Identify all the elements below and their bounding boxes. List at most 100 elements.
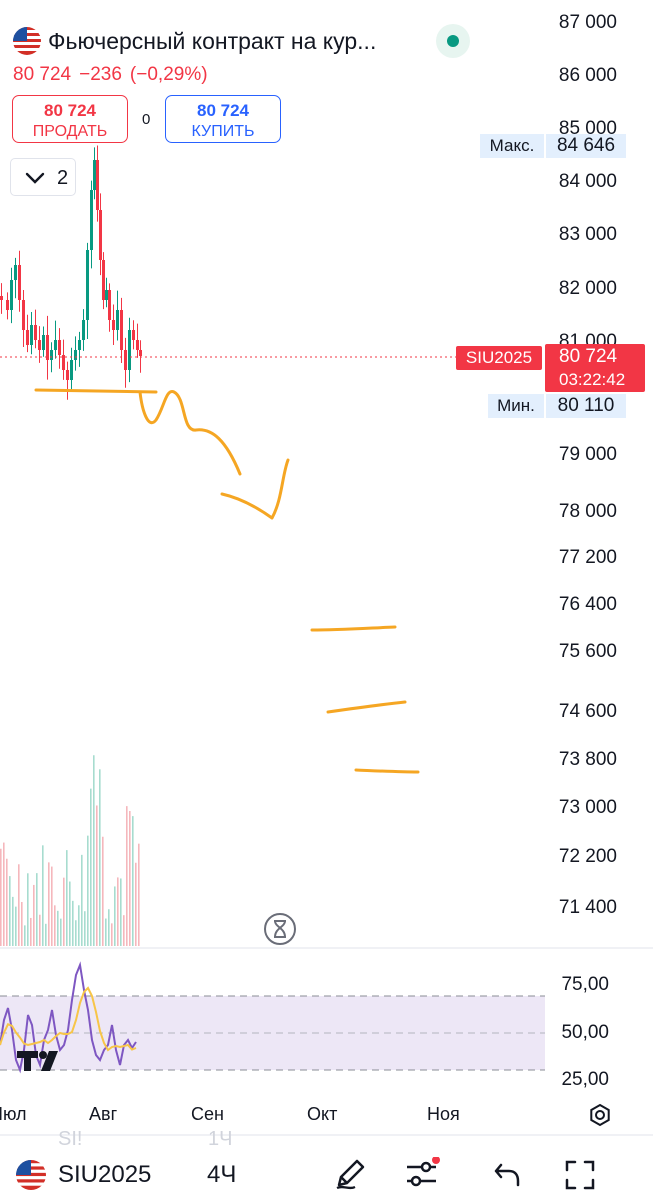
volume-bar — [39, 914, 41, 946]
us-flag-icon — [13, 27, 41, 55]
price-axis-label: 84 000 — [558, 171, 617, 192]
target-line-2 — [326, 700, 407, 714]
candle-body — [132, 330, 135, 340]
volume-bar — [87, 835, 89, 946]
undo-icon[interactable] — [493, 1161, 523, 1194]
rsi-axis-label: 50,00 — [561, 1022, 609, 1043]
time-axis-label: Сен — [191, 1104, 224, 1124]
volume-bar — [90, 788, 92, 946]
candle-body — [112, 320, 115, 330]
volume-bar — [132, 816, 134, 946]
volume-bar — [6, 858, 8, 946]
toolbar-symbol[interactable]: SIU2025 — [58, 1161, 152, 1188]
support-line-drawing — [34, 388, 158, 394]
volume-bar — [75, 920, 77, 946]
volume-bar — [96, 805, 98, 946]
candle-body — [136, 340, 139, 350]
candle-body — [66, 370, 69, 380]
candle-body — [78, 340, 81, 350]
candle-body — [128, 330, 131, 370]
candle-body — [50, 350, 53, 360]
volume-bar — [105, 918, 107, 946]
candle-body — [22, 300, 25, 330]
candle-body — [0, 296, 3, 300]
hourglass-icon[interactable] — [264, 913, 296, 945]
volume-bar — [57, 910, 59, 946]
candle-body — [42, 335, 45, 350]
volume-bar — [18, 864, 20, 946]
pen-icon[interactable] — [333, 1157, 367, 1196]
time-axis-label: Ноя — [427, 1104, 460, 1124]
volume-bar — [93, 755, 95, 946]
candle-body — [38, 340, 41, 350]
price-axis-label: 79 000 — [558, 444, 617, 465]
volume-bar — [12, 896, 14, 946]
indicators-toggle-button[interactable]: 2 — [10, 158, 76, 196]
volume-bar — [54, 905, 56, 946]
fullscreen-icon[interactable] — [564, 1159, 596, 1196]
rsi-signal-line — [0, 986, 137, 1052]
volume-bar — [66, 850, 68, 946]
sell-price: 80 724 — [44, 101, 96, 120]
time-axis-label: Июл — [0, 1104, 27, 1124]
max-value: 84 646 — [546, 134, 626, 158]
candle-body — [58, 340, 61, 355]
sliders-icon[interactable] — [404, 1156, 440, 1196]
volume-bar — [99, 769, 101, 946]
price-axis-label: 83 000 — [558, 224, 617, 245]
min-label: Мин. — [488, 394, 544, 418]
instrument-title[interactable]: Фьючерсный контракт на кур... — [48, 28, 377, 54]
price-axis-label: 73 000 — [558, 797, 617, 818]
volume-bar — [81, 854, 83, 946]
candle-body — [105, 290, 108, 300]
volume-bar — [111, 923, 113, 946]
volume-bar — [0, 848, 2, 946]
volume-bar — [30, 917, 32, 946]
status-dot-icon — [447, 35, 459, 47]
min-value: 80 110 — [546, 394, 626, 418]
tradingview-logo — [17, 1051, 58, 1071]
sell-button[interactable]: 80 724 ПРОДАТЬ — [12, 95, 128, 143]
max-label: Макс. — [480, 134, 544, 158]
volume-bar — [48, 862, 50, 946]
candle-body — [26, 330, 29, 345]
market-status-indicator[interactable] — [436, 24, 470, 58]
buy-button[interactable]: 80 724 КУПИТЬ — [165, 95, 281, 143]
volume-bar — [84, 911, 86, 946]
faded-symbol-text: SI! — [58, 1128, 83, 1150]
price-axis-label: 87 000 — [558, 12, 617, 33]
candlestick-series — [0, 145, 142, 400]
last-price-value: 80 724 — [559, 346, 618, 367]
symbol-price-tag: SIU2025 — [456, 346, 542, 370]
candle-body — [108, 290, 111, 320]
volume-bar — [36, 873, 38, 946]
volume-bar — [33, 884, 35, 946]
candle-body — [102, 260, 105, 300]
time-axis-label: Окт — [307, 1104, 338, 1124]
rsi-band — [0, 996, 545, 1070]
candle-body — [10, 280, 13, 310]
spread-value: 0 — [142, 111, 151, 128]
price-change-percent: (−0,29%) — [129, 64, 208, 85]
candle-body — [18, 265, 21, 300]
candle-body — [90, 190, 93, 250]
volume-bar — [108, 909, 110, 946]
price-axis-label: 77 200 — [558, 547, 617, 568]
toolbar-interval[interactable]: 4Ч — [207, 1161, 237, 1188]
price-axis-label: 72 200 — [558, 846, 617, 867]
target-line-1 — [310, 625, 397, 632]
candle-body — [54, 340, 57, 350]
time-axis-label: Авг — [89, 1104, 118, 1124]
rsi-axis-label: 75,00 — [561, 974, 609, 995]
volume-bar — [126, 806, 128, 946]
volume-bar — [63, 877, 65, 946]
faded-interval-text: 1Ч — [208, 1128, 233, 1150]
current-price: 80 724 — [13, 64, 72, 85]
gear-icon[interactable] — [588, 1103, 612, 1132]
candle-body — [14, 265, 17, 280]
candle-body — [120, 310, 123, 350]
hand-drawings — [34, 388, 420, 774]
candle-body — [86, 250, 89, 320]
candle-body — [124, 350, 127, 370]
